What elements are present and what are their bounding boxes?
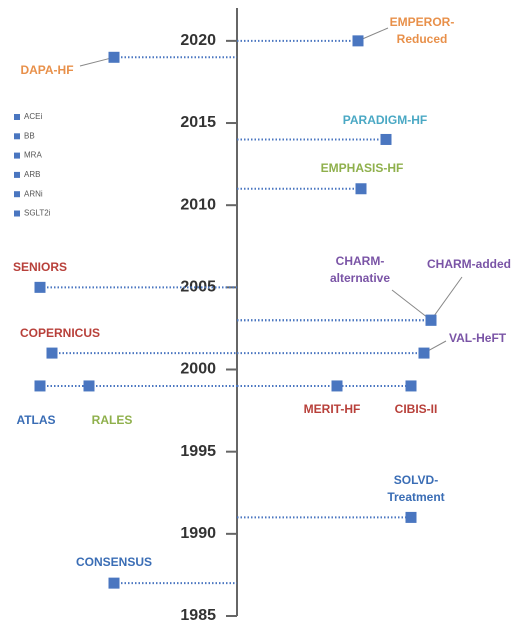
y-tick-label: 2015: [180, 114, 216, 131]
leader-line: [391, 289, 432, 321]
legend-marker: [14, 152, 20, 159]
leader-line: [79, 56, 115, 67]
event-marker: [405, 511, 417, 523]
legend-label: BB: [24, 131, 35, 140]
y-tick-label: 2020: [180, 32, 216, 49]
y-tick-label: 2000: [180, 361, 216, 378]
event-label: RALES: [92, 413, 133, 427]
event-label: SENIORS: [13, 260, 67, 274]
event-marker: [405, 380, 417, 392]
legend-label: ACEi: [24, 112, 42, 121]
y-tick-label: 1990: [180, 525, 216, 542]
legend-label: SGLT2i: [24, 209, 51, 218]
legend-marker: [14, 114, 20, 120]
event-label: VAL-HeFT: [449, 331, 507, 345]
event-marker: [34, 281, 46, 293]
event-marker: [355, 183, 367, 195]
leader-line: [430, 276, 463, 321]
legend-marker: [14, 133, 20, 140]
event-marker: [46, 347, 58, 359]
legend-label: MRA: [24, 151, 42, 160]
y-tick-label: 1995: [180, 443, 216, 460]
event-label: SOLVD-: [394, 473, 438, 487]
event-marker: [352, 35, 364, 47]
legend-marker: [14, 210, 20, 217]
event-label: Treatment: [387, 490, 444, 504]
event-label: CIBIS-II: [395, 402, 438, 416]
event-label: EMPHASIS-HF: [321, 161, 404, 175]
event-label: ATLAS: [16, 413, 55, 427]
event-marker: [34, 380, 46, 392]
event-marker: [108, 577, 120, 589]
event-label: CHARM-: [336, 254, 385, 268]
event-label: Reduced: [397, 32, 448, 46]
y-tick-label: 2010: [180, 196, 216, 213]
event-label: CHARM-added: [427, 257, 511, 271]
event-marker: [380, 133, 392, 145]
legend-label: ARB: [24, 170, 40, 179]
event-marker: [418, 347, 430, 359]
event-label: COPERNICUS: [20, 326, 100, 340]
event-label: alternative: [330, 271, 390, 285]
event-label: PARADIGM-HF: [343, 113, 427, 127]
event-label: EMPEROR-: [390, 15, 455, 29]
event-marker: [425, 314, 437, 326]
event-label: CONSENSUS: [76, 555, 152, 569]
event-marker: [331, 380, 343, 392]
legend-marker: [14, 191, 20, 198]
legend-label: ARNi: [24, 189, 43, 198]
event-label: MERIT-HF: [304, 402, 361, 416]
event-label: DAPA-HF: [20, 63, 73, 77]
y-tick-label: 1985: [180, 607, 216, 624]
legend-marker: [14, 171, 20, 178]
event-marker: [108, 51, 120, 63]
event-marker: [83, 380, 95, 392]
